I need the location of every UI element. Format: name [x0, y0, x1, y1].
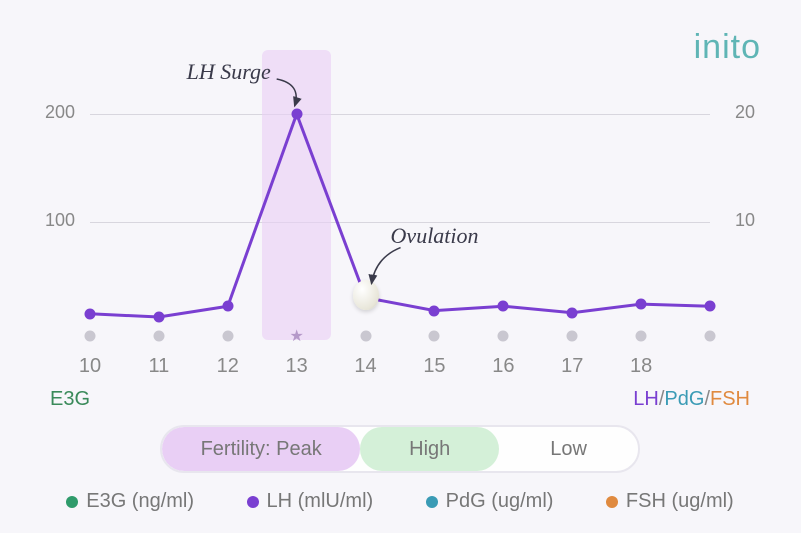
axis-title-right: LH/PdG/FSH	[633, 388, 750, 411]
baseline-dot	[222, 331, 233, 342]
legend-dot-icon	[426, 496, 438, 508]
axis-titles: E3G LH/PdG/FSH	[50, 388, 750, 411]
x-tick: 16	[492, 355, 514, 378]
baseline-dot	[567, 331, 578, 342]
x-tick: 10	[79, 355, 101, 378]
lh-point	[567, 307, 578, 318]
lh-point	[498, 301, 509, 312]
baseline-dot	[153, 331, 164, 342]
legend-label: E3G (ng/ml)	[86, 490, 194, 513]
lh-point	[291, 109, 302, 120]
legend-item: PdG (ug/ml)	[426, 490, 554, 513]
legend-label: LH (mlU/ml)	[267, 490, 374, 513]
ovulation-egg-icon	[353, 280, 379, 310]
legend-item: FSH (ug/ml)	[606, 490, 734, 513]
x-tick: 14	[354, 355, 376, 378]
x-tick: 13	[286, 355, 308, 378]
lh-point	[153, 312, 164, 323]
legend-dot-icon	[247, 496, 259, 508]
lh-point	[429, 305, 440, 316]
baseline-dot	[636, 331, 647, 342]
x-tick: 18	[630, 355, 652, 378]
lh-point	[85, 308, 96, 319]
fertility-segment[interactable]: Fertility: Peak	[162, 427, 360, 471]
axis-title-part: LH	[633, 388, 659, 410]
baseline-dot	[705, 331, 716, 342]
baseline-dot	[360, 331, 371, 342]
baseline-dot	[429, 331, 440, 342]
x-tick: 11	[148, 355, 169, 378]
x-tick: 12	[217, 355, 239, 378]
axis-title-part: FSH	[710, 388, 750, 410]
annotation-lh-surge: LH Surge	[187, 59, 271, 85]
x-tick: 15	[423, 355, 445, 378]
legend-dot-icon	[606, 496, 618, 508]
legend-item: LH (mlU/ml)	[247, 490, 374, 513]
baseline-dot	[498, 331, 509, 342]
lh-point	[705, 301, 716, 312]
axis-title-part: PdG	[664, 388, 704, 410]
legend-label: FSH (ug/ml)	[626, 490, 734, 513]
line-plot	[50, 60, 750, 340]
lh-point	[222, 301, 233, 312]
legend: E3G (ng/ml) LH (mlU/ml) PdG (ug/ml) FSH (ug…	[40, 490, 760, 513]
fertility-segment[interactable]: Low	[499, 427, 638, 471]
x-tick: 17	[561, 355, 583, 378]
legend-dot-icon	[66, 496, 78, 508]
peak-star-icon: ★	[289, 326, 303, 346]
fertility-selector[interactable]: Fertility: PeakHighLow	[160, 425, 640, 473]
legend-item: E3G (ng/ml)	[66, 490, 194, 513]
legend-label: PdG (ug/ml)	[446, 490, 554, 513]
lh-line	[90, 114, 710, 317]
baseline-dot	[85, 331, 96, 342]
fertility-segment[interactable]: High	[360, 427, 499, 471]
lh-point	[636, 299, 647, 310]
hormone-chart: 100200 1020 ★	[50, 60, 750, 340]
axis-title-left: E3G	[50, 388, 90, 410]
x-axis-labels: 10 11 12 13 14 15 16 17 18	[50, 355, 750, 385]
annotation-ovulation: Ovulation	[391, 223, 479, 249]
